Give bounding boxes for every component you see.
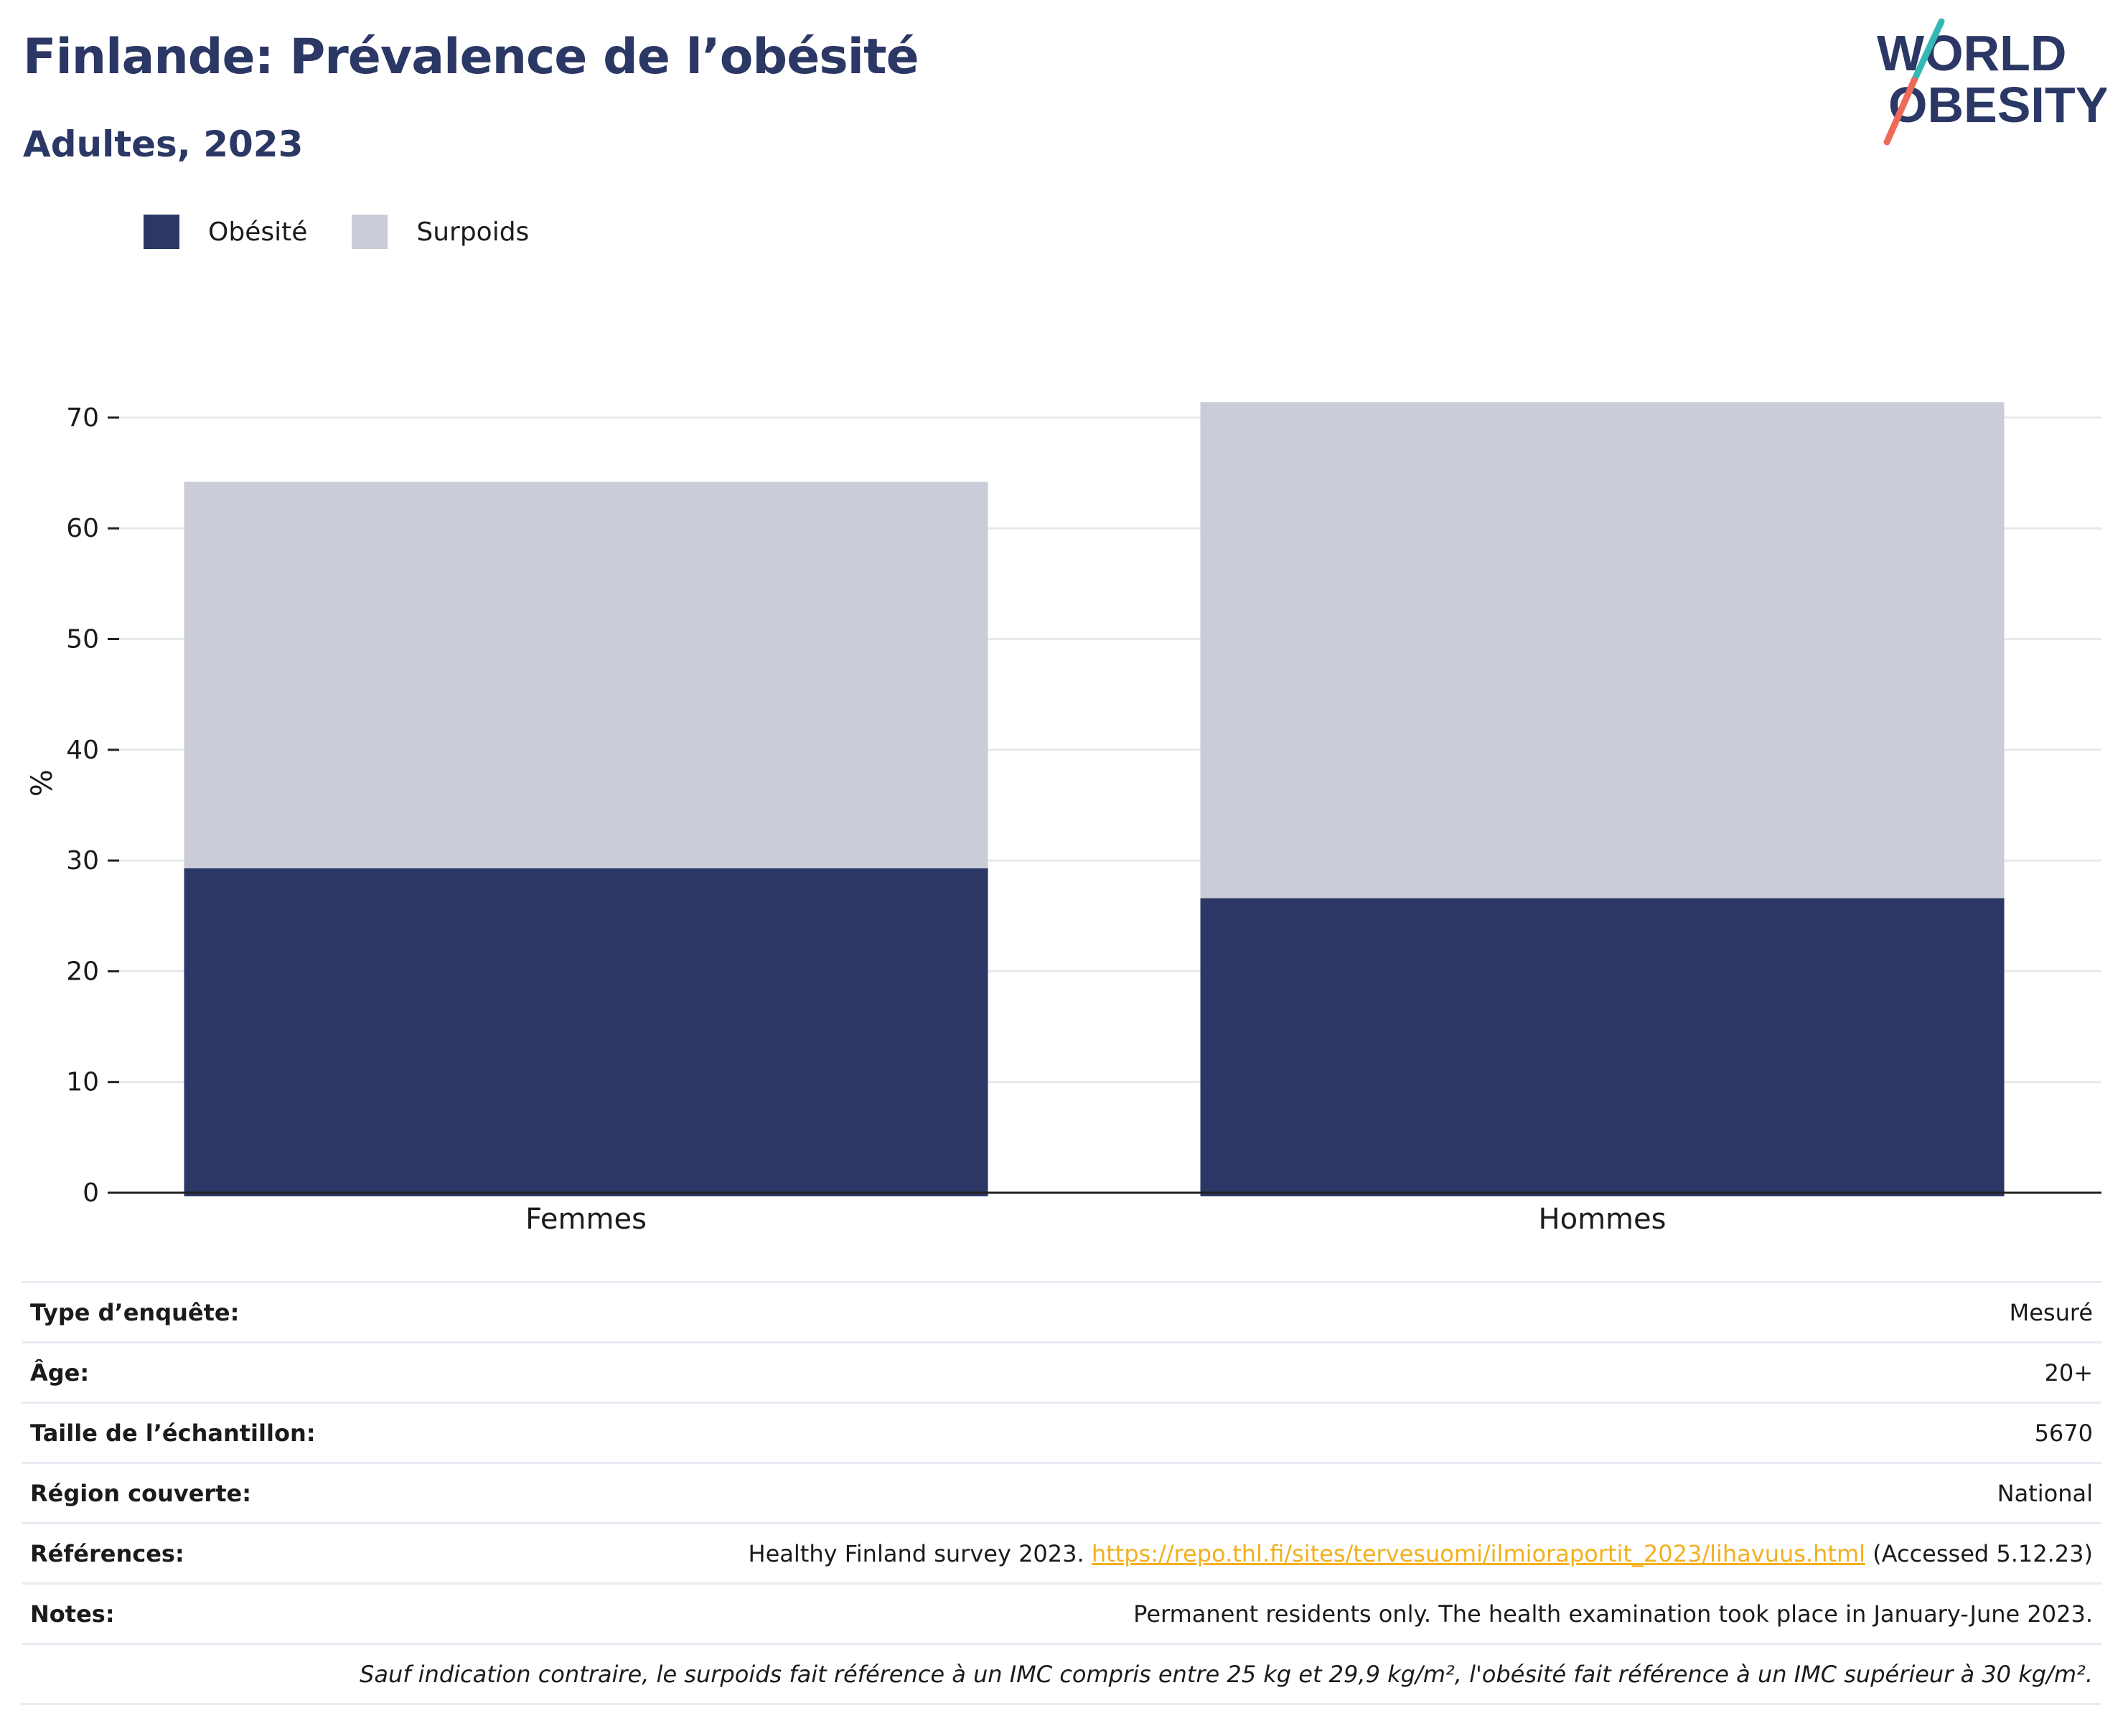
x-tick-label: Hommes xyxy=(1539,1203,1667,1236)
bar-obesite-femmes[interactable] xyxy=(184,868,988,1196)
bar-obesite-hommes[interactable] xyxy=(1200,898,2005,1196)
page-subtitle: Adultes, 2023 xyxy=(23,123,304,165)
legend-label-surpoids: Surpoids xyxy=(416,217,530,247)
y-tick-label: 20 xyxy=(66,957,99,986)
info-row-value: Mesuré xyxy=(399,1281,2101,1343)
info-row-value: 20+ xyxy=(399,1341,2101,1403)
references-link[interactable]: https://repo.thl.fi/sites/tervesuomi/ilm… xyxy=(1091,1539,1865,1567)
logo-line-1: WORLD xyxy=(1877,25,2066,81)
y-tick-label: 50 xyxy=(66,625,99,654)
info-row-label: Âge: xyxy=(22,1341,400,1403)
notes-label: Notes: xyxy=(22,1582,400,1644)
bars xyxy=(184,402,2005,1196)
y-axis-label: % xyxy=(26,769,59,797)
info-row: Âge: 20+ xyxy=(22,1341,2101,1403)
references-value: Healthy Finland survey 2023. https://rep… xyxy=(399,1522,2101,1584)
info-row-label: Type d’enquête: xyxy=(22,1281,400,1343)
y-tick-label: 40 xyxy=(66,736,99,765)
definition-footnote: Sauf indication contraire, le surpoids f… xyxy=(22,1643,2101,1705)
notes-value: Permanent residents only. The health exa… xyxy=(399,1582,2101,1644)
logo-slash-bottom xyxy=(1883,77,1918,146)
info-row: Région couverte: National xyxy=(22,1462,2101,1524)
bar-surpoids-femmes[interactable] xyxy=(184,482,988,868)
legend-swatch-obesite xyxy=(144,215,179,249)
axes: 0 10 20 30 40 50 60 70% Femmes Hommes xyxy=(26,403,2101,1236)
legend-label-obesite: Obésité xyxy=(208,217,308,247)
chart-legend: Obésité Surpoids xyxy=(144,214,573,250)
logo-slash-top xyxy=(1911,18,1945,84)
info-row: Taille de l’échantillon: 5670 xyxy=(22,1402,2101,1463)
y-tick-label: 10 xyxy=(66,1068,99,1097)
legend-item-surpoids[interactable]: Surpoids xyxy=(352,215,529,249)
y-tick-label: 0 xyxy=(83,1178,99,1208)
info-row-label: Taille de l’échantillon: xyxy=(22,1402,400,1463)
logo-line-2: OBESITY xyxy=(1888,77,2106,133)
info-row-references: Références: Healthy Finland survey 2023. … xyxy=(22,1522,2101,1584)
info-row-value: National xyxy=(399,1462,2101,1524)
info-row-label: Région couverte: xyxy=(22,1462,400,1524)
references-label: Références: xyxy=(22,1522,400,1584)
bar-surpoids-hommes[interactable] xyxy=(1200,402,2005,899)
info-row-value: 5670 xyxy=(399,1402,2101,1463)
legend-swatch-surpoids xyxy=(352,215,388,249)
info-row-notes: Notes: Permanent residents only. The heal… xyxy=(22,1582,2101,1644)
survey-info-table: Type d’enquête: Mesuré Âge: 20+ Taille de l’… xyxy=(22,1281,2101,1705)
references-prefix: Healthy Finland survey 2023. xyxy=(748,1539,1084,1567)
references-suffix: (Accessed 5.12.23) xyxy=(1873,1539,2093,1567)
legend-item-obesite[interactable]: Obésité xyxy=(144,215,307,249)
y-tick-label: 70 xyxy=(66,403,99,433)
y-tick-label: 30 xyxy=(66,846,99,876)
x-tick-label: Femmes xyxy=(525,1203,647,1236)
world-obesity-logo: WORLD OBESITY xyxy=(1877,18,2106,146)
stacked-bar-chart: 0 10 20 30 40 50 60 70% Femmes Hommes xyxy=(26,402,2101,1236)
page-title: Finlande: Prévalence de l’obésité xyxy=(23,29,919,85)
info-row-footnote: Sauf indication contraire, le surpoids f… xyxy=(22,1643,2101,1705)
info-row: Type d’enquête: Mesuré xyxy=(22,1281,2101,1343)
y-tick-label: 60 xyxy=(66,514,99,543)
